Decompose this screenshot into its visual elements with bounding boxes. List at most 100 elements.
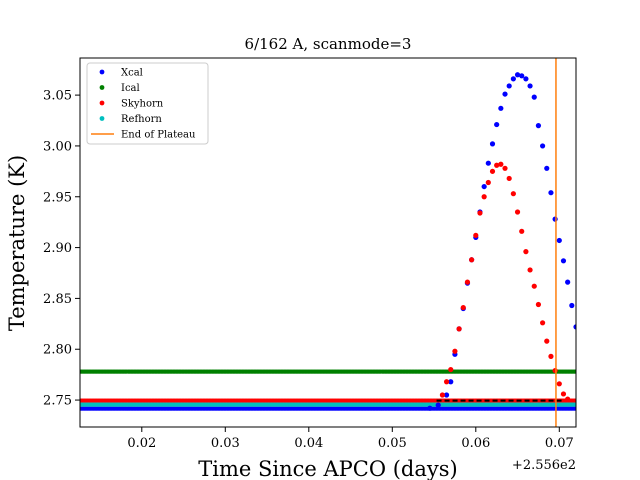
data-point — [506, 175, 512, 182]
data-point — [527, 267, 533, 273]
data-point — [498, 161, 504, 167]
y-axis: 2.75 2.80 2.85 2.90 2.95 3.00 3.05 — [43, 89, 80, 409]
series-xcal-peak — [427, 72, 576, 411]
x-tick-label: 0.03 — [211, 436, 240, 451]
data-point — [502, 91, 508, 97]
data-point — [460, 304, 466, 311]
legend-marker — [99, 116, 105, 121]
data-point — [456, 326, 462, 332]
data-point — [494, 121, 500, 128]
data-point — [464, 279, 471, 285]
data-point — [510, 76, 516, 82]
data-point — [523, 76, 529, 82]
data-point — [552, 216, 558, 222]
data-point — [481, 183, 487, 190]
legend-item-xcal: Xcal — [99, 68, 143, 79]
data-point — [569, 302, 575, 309]
data-point — [519, 228, 525, 234]
data-point — [514, 72, 521, 78]
data-point — [531, 94, 537, 100]
data-point — [565, 279, 571, 285]
series-xcal — [80, 406, 576, 411]
data-point — [540, 320, 546, 326]
data-point — [548, 353, 554, 359]
data-point — [535, 301, 542, 308]
x-axis-offset-label: +2.556e2 — [512, 458, 576, 473]
data-point — [448, 379, 454, 385]
data-point — [435, 402, 441, 408]
legend-marker — [99, 69, 105, 75]
y-tick-label: 3.05 — [43, 89, 72, 104]
data-point — [560, 391, 567, 397]
data-point — [443, 392, 450, 398]
y-tick-label: 2.75 — [43, 394, 72, 409]
x-axis-label: Time Since APCO (days) — [198, 457, 457, 480]
data-point — [552, 367, 558, 374]
data-point — [556, 381, 562, 387]
series-skyhorn-peak — [439, 161, 571, 402]
data-point — [544, 165, 550, 171]
legend-item-skyhorn: Skyhorn — [99, 99, 164, 110]
y-tick-label: 2.95 — [43, 190, 72, 205]
legend-box — [86, 62, 209, 145]
data-point — [498, 105, 504, 111]
data-point — [514, 209, 521, 215]
data-point — [573, 324, 576, 330]
legend-item-ical: Ical — [99, 83, 140, 94]
data-point — [427, 405, 433, 411]
y-axis-label: Temperature (K) — [5, 155, 29, 331]
data-point — [510, 191, 516, 197]
y-tick-label: 2.85 — [43, 292, 72, 307]
y-tick-label: 2.90 — [43, 241, 72, 256]
data-point — [485, 160, 491, 166]
data-point — [477, 210, 483, 216]
legend: Xcal Ical Skyhorn Refhorn End of Plateau — [86, 62, 209, 145]
legend-marker — [99, 85, 105, 90]
data-point — [565, 396, 571, 402]
plot-area — [80, 58, 576, 427]
data-point — [519, 73, 525, 79]
data-point — [506, 83, 512, 89]
y-tick-label: 2.80 — [43, 343, 72, 358]
data-point — [489, 141, 496, 147]
data-point — [448, 366, 454, 373]
legend-marker — [99, 100, 105, 106]
data-point — [452, 348, 458, 354]
legend-label: End of Plateau — [121, 130, 196, 141]
legend-label: Refhorn — [121, 114, 162, 125]
x-tick-label: 0.07 — [545, 436, 574, 451]
data-point — [535, 123, 542, 129]
data-point — [439, 392, 445, 398]
x-tick-label: 0.04 — [294, 436, 323, 451]
legend-item-refhorn: Refhorn — [99, 114, 162, 125]
data-point — [481, 194, 487, 200]
data-point — [527, 83, 533, 89]
data-point — [494, 162, 500, 168]
x-tick-label: 0.05 — [378, 436, 407, 451]
data-point — [489, 168, 496, 174]
data-point — [485, 179, 491, 186]
legend-label: Ical — [121, 83, 140, 94]
data-point — [573, 369, 576, 374]
chart-title: 6/162 A, scanmode=3 — [245, 35, 412, 53]
legend-label: Skyhorn — [121, 99, 164, 110]
data-point — [544, 338, 550, 344]
data-point — [531, 283, 537, 289]
data-point — [469, 257, 475, 263]
data-point — [573, 402, 576, 407]
data-point — [556, 237, 562, 244]
data-point — [502, 165, 508, 171]
plot-frame — [79, 57, 577, 428]
data-point — [473, 232, 479, 238]
data-point — [540, 143, 546, 149]
legend-label: Xcal — [121, 68, 143, 79]
legend-item-end-of-plateau: End of Plateau — [91, 130, 196, 141]
x-tick-label: 0.06 — [461, 436, 490, 451]
data-point — [560, 258, 567, 264]
data-point — [523, 249, 529, 255]
series-ical — [80, 369, 576, 374]
x-tick-label: 0.02 — [127, 436, 156, 451]
y-tick-label: 3.00 — [43, 139, 72, 154]
data-point — [573, 398, 576, 403]
